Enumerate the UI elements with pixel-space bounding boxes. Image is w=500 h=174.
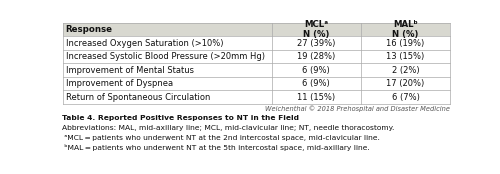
Text: 2 (2%): 2 (2%) [392, 66, 419, 75]
Bar [62, 63, 450, 77]
Text: Response: Response [66, 25, 112, 34]
Text: Improvement of Dyspnea: Improvement of Dyspnea [66, 79, 172, 88]
Bar [62, 90, 450, 104]
Text: MCLᵃ
N (%): MCLᵃ N (%) [303, 20, 330, 39]
Text: 13 (15%): 13 (15%) [386, 52, 424, 61]
Text: Increased Oxygen Saturation (>10%): Increased Oxygen Saturation (>10%) [66, 39, 223, 48]
Text: 16 (19%): 16 (19%) [386, 39, 424, 48]
Text: 6 (9%): 6 (9%) [302, 79, 330, 88]
Text: 19 (28%): 19 (28%) [297, 52, 336, 61]
Text: MALᵇ
N (%): MALᵇ N (%) [392, 20, 418, 39]
Bar [62, 36, 450, 50]
Bar [62, 23, 450, 36]
Bar [62, 77, 450, 90]
Text: Abbreviations: MAL, mid-axillary line; MCL, mid-clavicular line; NT, needle thor: Abbreviations: MAL, mid-axillary line; M… [62, 125, 395, 131]
Text: Weichenthal © 2018 Prehospital and Disaster Medicine: Weichenthal © 2018 Prehospital and Disas… [265, 105, 450, 112]
Text: 17 (20%): 17 (20%) [386, 79, 424, 88]
Text: Return of Spontaneous Circulation: Return of Spontaneous Circulation [66, 93, 210, 102]
Text: 6 (7%): 6 (7%) [392, 93, 419, 102]
Bar [62, 50, 450, 63]
Text: Improvement of Mental Status: Improvement of Mental Status [66, 66, 194, 75]
Text: 6 (9%): 6 (9%) [302, 66, 330, 75]
Text: ᵃMCL = patients who underwent NT at the 2nd intercostal space, mid-clavicular li: ᵃMCL = patients who underwent NT at the … [62, 135, 380, 141]
Text: ᵇMAL = patients who underwent NT at the 5th intercostal space, mid-axillary line: ᵇMAL = patients who underwent NT at the … [62, 144, 370, 151]
Text: Increased Systolic Blood Pressure (>20mm Hg): Increased Systolic Blood Pressure (>20mm… [66, 52, 264, 61]
Text: 11 (15%): 11 (15%) [297, 93, 336, 102]
Text: 27 (39%): 27 (39%) [297, 39, 336, 48]
Text: Table 4. Reported Positive Responses to NT in the Field: Table 4. Reported Positive Responses to … [62, 115, 300, 121]
